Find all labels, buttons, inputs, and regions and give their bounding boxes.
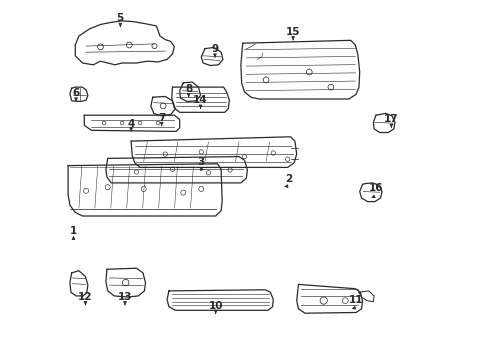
Text: 15: 15 — [285, 27, 300, 37]
Text: 5: 5 — [117, 13, 123, 23]
Text: 14: 14 — [193, 95, 207, 105]
Text: 16: 16 — [368, 183, 383, 193]
Text: 1: 1 — [70, 226, 77, 236]
Text: 12: 12 — [78, 292, 92, 302]
Text: 3: 3 — [197, 157, 204, 167]
Text: 4: 4 — [127, 118, 135, 129]
Text: 6: 6 — [72, 88, 80, 98]
Text: 2: 2 — [284, 174, 291, 184]
Text: 7: 7 — [158, 113, 165, 123]
Text: 8: 8 — [184, 84, 192, 94]
Text: 10: 10 — [208, 301, 223, 311]
Text: 17: 17 — [383, 114, 398, 124]
Text: 11: 11 — [348, 295, 363, 305]
Text: 9: 9 — [211, 44, 218, 54]
Text: 13: 13 — [118, 292, 132, 302]
